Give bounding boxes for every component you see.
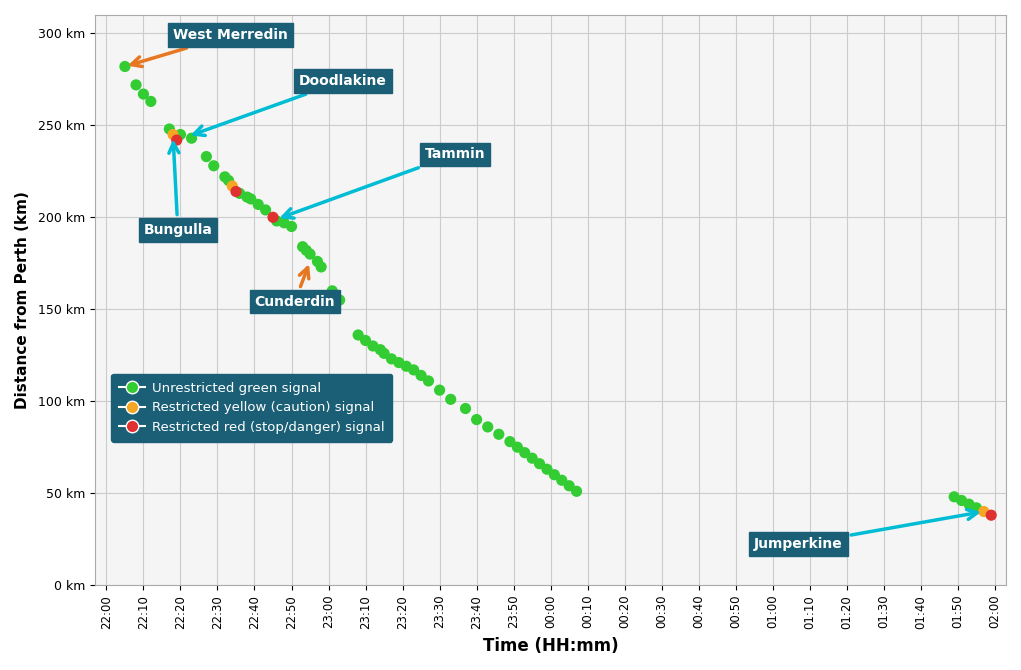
Point	[491, 429, 507, 440]
Point	[531, 458, 547, 469]
Point	[298, 245, 314, 256]
Point	[383, 354, 399, 364]
Point	[216, 172, 233, 182]
Point	[313, 261, 330, 272]
Text: Doodlakine: Doodlakine	[194, 74, 387, 135]
Point	[357, 335, 374, 346]
X-axis label: Time (HH:mm): Time (HH:mm)	[483, 637, 619, 655]
Point	[243, 194, 259, 204]
Point	[398, 361, 415, 372]
Point	[442, 394, 458, 405]
Point	[961, 498, 977, 509]
Point	[161, 124, 178, 135]
Point	[480, 421, 496, 432]
Point	[284, 221, 300, 232]
Point	[373, 344, 389, 355]
Point	[561, 480, 577, 491]
Point	[225, 181, 241, 192]
Point	[135, 88, 151, 99]
Y-axis label: Distance from Perth (km): Distance from Perth (km)	[15, 191, 30, 409]
Point	[232, 188, 248, 199]
Point	[509, 442, 526, 452]
Point	[517, 448, 533, 458]
Point	[198, 151, 214, 162]
Point	[421, 376, 437, 387]
Point	[205, 160, 222, 171]
Point	[250, 199, 266, 210]
Point	[376, 348, 392, 358]
Legend: Unrestricted green signal, Restricted yellow (caution) signal, Restricted red (s: Unrestricted green signal, Restricted ye…	[111, 374, 392, 442]
Point	[116, 61, 133, 72]
Point	[469, 414, 485, 425]
Point	[391, 357, 407, 368]
Point	[173, 129, 189, 140]
Text: Bungulla: Bungulla	[143, 143, 212, 237]
Point	[457, 403, 474, 414]
Point	[546, 470, 563, 480]
Point	[269, 216, 285, 226]
Point	[524, 453, 540, 464]
Point	[276, 218, 292, 228]
Point	[294, 241, 310, 252]
Point	[983, 510, 1000, 521]
Point	[128, 80, 144, 90]
Point	[143, 96, 159, 107]
Point	[168, 135, 185, 145]
Point	[350, 330, 367, 340]
Point	[946, 491, 963, 502]
Point	[954, 495, 970, 506]
Point	[539, 464, 555, 474]
Point	[309, 256, 326, 267]
Point	[976, 506, 992, 517]
Point	[257, 204, 274, 215]
Point	[228, 186, 244, 197]
Text: Cunderdin: Cunderdin	[254, 267, 335, 309]
Point	[302, 249, 319, 259]
Point	[364, 340, 381, 351]
Point	[264, 212, 281, 222]
Point	[405, 364, 422, 375]
Point	[569, 486, 585, 496]
Point	[332, 295, 348, 306]
Text: Jumperkine: Jumperkine	[755, 509, 977, 551]
Text: Tammin: Tammin	[283, 147, 485, 218]
Point	[432, 385, 448, 395]
Point	[184, 133, 200, 143]
Point	[968, 502, 984, 513]
Point	[412, 370, 429, 381]
Point	[553, 475, 570, 486]
Point	[164, 129, 181, 140]
Point	[501, 436, 518, 447]
Point	[221, 175, 237, 186]
Point	[324, 285, 340, 296]
Point	[239, 192, 255, 202]
Text: West Merredin: West Merredin	[132, 28, 288, 66]
